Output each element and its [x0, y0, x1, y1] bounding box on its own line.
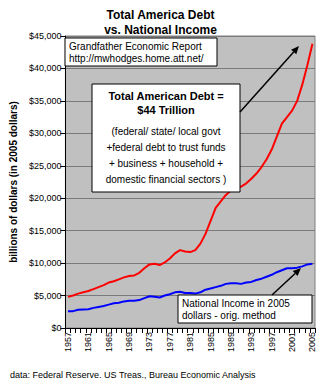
- svg-text:Grandfather Economic Report: Grandfather Economic Report: [69, 41, 202, 52]
- svg-text:domestic financial sectors ): domestic financial sectors ): [106, 174, 227, 185]
- svg-text:vs. National Income: vs. National Income: [104, 23, 217, 37]
- svg-text:1997: 1997: [267, 332, 277, 352]
- svg-text:$25,000: $25,000: [29, 161, 62, 171]
- svg-text:$35,000: $35,000: [29, 96, 62, 106]
- svg-text:+ business + household +: + business + household +: [109, 158, 223, 169]
- svg-text:2001: 2001: [287, 332, 297, 352]
- svg-text:dollars - orig. method: dollars - orig. method: [182, 310, 276, 321]
- svg-text:(federal/ state/ local govt: (federal/ state/ local govt: [112, 126, 221, 137]
- svg-text:Total America Debt: Total America Debt: [106, 8, 214, 22]
- svg-text:1993: 1993: [246, 332, 256, 352]
- svg-text:$10,000: $10,000: [29, 258, 62, 268]
- svg-text:1965: 1965: [104, 332, 114, 352]
- svg-text:1957: 1957: [63, 332, 73, 352]
- svg-text:National Income in 2005: National Income in 2005: [182, 298, 290, 309]
- svg-text:$30,000: $30,000: [29, 128, 62, 138]
- svg-text:1969: 1969: [124, 332, 134, 352]
- svg-text:$44 Trillion: $44 Trillion: [137, 104, 195, 116]
- svg-text:1973: 1973: [144, 332, 154, 352]
- svg-text:$15,000: $15,000: [29, 226, 62, 236]
- svg-text:2005: 2005: [307, 332, 317, 352]
- svg-text:1977: 1977: [165, 332, 175, 352]
- svg-text:1981: 1981: [185, 332, 195, 352]
- svg-text:billions of dollars (in 2005 d: billions of dollars (in 2005 dollars): [8, 101, 19, 263]
- svg-text:$45,000: $45,000: [29, 31, 62, 41]
- svg-text:1961: 1961: [83, 332, 93, 352]
- svg-text:$40,000: $40,000: [29, 63, 62, 73]
- svg-text:$5,000: $5,000: [34, 291, 62, 301]
- svg-text:+federal debt to trust funds: +federal debt to trust funds: [106, 142, 225, 153]
- svg-text:1989: 1989: [226, 332, 236, 352]
- svg-text:Total American Debt =: Total American Debt =: [108, 90, 223, 102]
- svg-text:data: Federal Reserve. US Trea: data: Federal Reserve. US Treas., Bureau…: [10, 370, 256, 380]
- svg-text:http://mwhodges.home.att.net/: http://mwhodges.home.att.net/: [69, 53, 204, 64]
- svg-text:1985: 1985: [206, 332, 216, 352]
- svg-text:$0: $0: [51, 323, 61, 333]
- svg-text:$20,000: $20,000: [29, 193, 62, 203]
